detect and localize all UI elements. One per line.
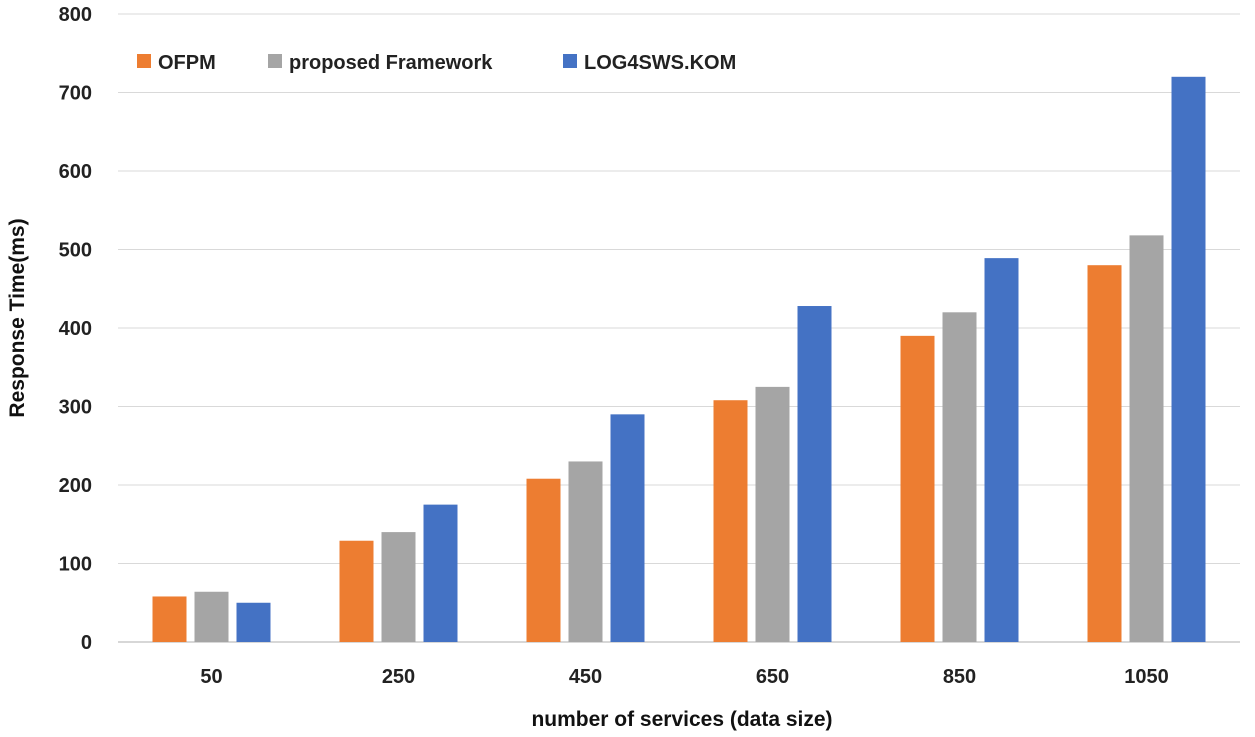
bar-proposed-framework-650 (755, 386, 790, 642)
x-tick-label: 650 (756, 666, 789, 688)
y-axis-ticks: 0 100 200 300 400 500 600 700 800 (59, 4, 92, 654)
y-tick-label: 700 (59, 83, 92, 105)
bars (152, 76, 1206, 643)
bar-proposed-framework-1050 (1129, 235, 1164, 642)
x-tick-label: 1050 (1124, 666, 1169, 688)
y-axis-title: Response Time(ms) (6, 218, 29, 417)
legend: OFPM proposed Framework LOG4SWS.KOM (137, 52, 736, 74)
bar-log4sws-kom-650 (797, 306, 832, 642)
y-tick-label: 400 (59, 318, 92, 340)
bar-log4sws-kom-50 (236, 602, 271, 642)
y-tick-label: 600 (59, 161, 92, 183)
bar-ofpm-250 (339, 540, 374, 642)
bar-proposed-framework-250 (381, 532, 416, 642)
x-axis-ticks: 50 250 450 650 850 1050 (200, 666, 1168, 688)
y-tick-label: 800 (59, 4, 92, 26)
y-tick-label: 100 (59, 554, 92, 576)
x-tick-label: 50 (200, 666, 222, 688)
bar-log4sws-kom-850 (984, 258, 1019, 642)
bar-log4sws-kom-250 (423, 504, 458, 642)
y-tick-label: 200 (59, 475, 92, 497)
x-tick-label: 850 (943, 666, 976, 688)
y-tick-label: 300 (59, 397, 92, 419)
bar-log4sws-kom-450 (610, 414, 645, 642)
legend-item: LOG4SWS.KOM (563, 52, 736, 74)
bar-log4sws-kom-1050 (1171, 76, 1206, 643)
x-tick-label: 250 (382, 666, 415, 688)
bar-ofpm-50 (152, 596, 187, 642)
bar-ofpm-450 (526, 478, 561, 642)
legend-label: OFPM (158, 52, 216, 74)
legend-swatch (268, 54, 282, 68)
y-tick-label: 500 (59, 240, 92, 262)
legend-item: OFPM (137, 52, 216, 74)
legend-label: proposed Framework (289, 52, 493, 74)
bar-ofpm-850 (900, 335, 935, 642)
bar-proposed-framework-50 (194, 591, 229, 642)
bar-proposed-framework-450 (568, 461, 603, 642)
y-tick-label: 0 (81, 632, 92, 654)
bar-proposed-framework-850 (942, 312, 977, 642)
bar-ofpm-650 (713, 400, 748, 642)
legend-item: proposed Framework (268, 52, 493, 74)
legend-swatch (137, 54, 151, 68)
gridlines (118, 13, 1240, 643)
x-tick-label: 450 (569, 666, 602, 688)
legend-swatch (563, 54, 577, 68)
x-axis-title: number of services (data size) (531, 708, 832, 731)
legend-label: LOG4SWS.KOM (584, 52, 736, 74)
bar-ofpm-1050 (1087, 265, 1122, 642)
